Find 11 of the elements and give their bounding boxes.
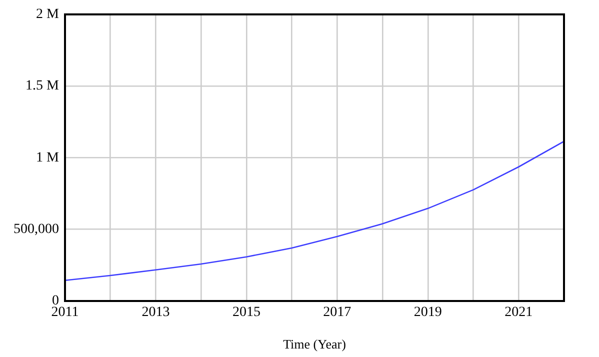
y-tick-label: 1.5 M [26, 78, 60, 94]
x-tick-label: 2013 [142, 305, 170, 320]
x-tick-label: 2021 [504, 305, 533, 320]
x-tick-label: 2011 [51, 305, 79, 320]
x-tick-label: 2017 [323, 305, 352, 320]
y-tick-label: 500,000 [14, 222, 59, 238]
y-tick-label: 1 M [36, 150, 60, 166]
x-axis-title: Time (Year) [283, 336, 346, 352]
y-tick-label: 2 M [36, 7, 60, 22]
x-tick-label: 2019 [414, 305, 442, 320]
x-tick-label: 2015 [232, 305, 260, 320]
